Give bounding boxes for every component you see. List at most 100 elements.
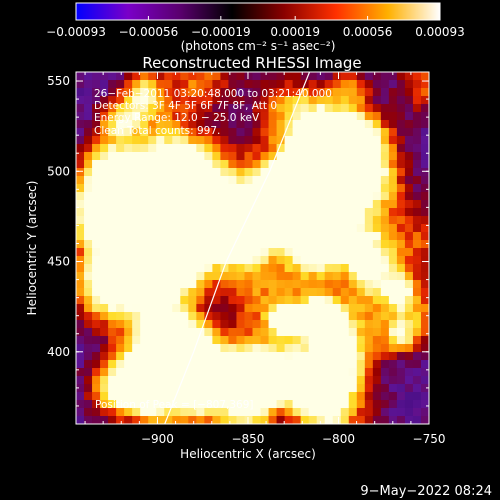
heatmap-cell — [76, 352, 85, 361]
heatmap-cell — [340, 72, 350, 81]
heatmap-cell — [412, 136, 422, 145]
heatmap-cell — [316, 104, 326, 113]
heatmap-cell — [364, 352, 374, 361]
heatmap-cell — [364, 152, 374, 161]
heatmap-cell — [148, 216, 157, 225]
heatmap-cell — [92, 280, 101, 289]
heatmap-cell — [324, 88, 334, 97]
heatmap-cell — [260, 312, 270, 321]
heatmap-cell — [364, 88, 374, 97]
heatmap-cell — [220, 368, 230, 377]
heatmap-cell — [108, 368, 117, 377]
heatmap-cell — [116, 184, 125, 193]
heatmap-cell — [76, 344, 85, 353]
heatmap-cell — [116, 168, 125, 177]
heatmap-cell — [188, 272, 197, 281]
heatmap-cell — [268, 184, 278, 193]
heatmap-cell — [188, 384, 197, 393]
heatmap-cell — [348, 304, 358, 313]
heatmap-cell — [252, 304, 262, 313]
heatmap-cell — [332, 88, 342, 97]
heatmap-cell — [156, 328, 165, 337]
heatmap-cell — [76, 264, 85, 273]
heatmap-cell — [292, 400, 302, 409]
heatmap-cell — [76, 104, 85, 113]
heatmap-cell — [380, 152, 390, 161]
heatmap-cell — [356, 120, 366, 129]
heatmap-cell — [348, 120, 358, 129]
heatmap-cell — [284, 88, 294, 97]
heatmap-cell — [372, 104, 382, 113]
heatmap-cell — [292, 144, 302, 153]
heatmap-cell — [140, 104, 149, 113]
heatmap-cell — [332, 144, 342, 153]
heatmap-cell — [228, 328, 238, 337]
heatmap-cell — [332, 160, 342, 169]
heatmap-cell — [300, 240, 310, 249]
heatmap-cell — [212, 192, 222, 201]
heatmap-cell — [92, 272, 101, 281]
heatmap-cell — [140, 296, 149, 305]
heatmap-cell — [116, 80, 125, 89]
heatmap-cell — [292, 272, 302, 281]
heatmap-cell — [268, 416, 278, 424]
heatmap-cell — [348, 368, 358, 377]
heatmap-cell — [204, 136, 213, 145]
heatmap-cell — [332, 264, 342, 273]
heatmap-cell — [196, 376, 205, 385]
heatmap-cell — [300, 88, 310, 97]
heatmap-cell — [244, 232, 254, 241]
heatmap-cell — [356, 168, 366, 177]
heatmap-cell — [204, 176, 213, 185]
heatmap-cell — [356, 328, 366, 337]
heatmap-cell — [204, 160, 213, 169]
heatmap-cell — [340, 336, 350, 345]
heatmap-cell — [404, 208, 414, 217]
heatmap-cell — [324, 232, 334, 241]
heatmap-cell — [212, 136, 222, 145]
heatmap-cell — [404, 152, 414, 161]
heatmap-cell — [156, 344, 165, 353]
heatmap-cell — [308, 72, 318, 81]
heatmap-cell — [396, 368, 406, 377]
heatmap-cell — [252, 232, 262, 241]
heatmap-cell — [420, 96, 429, 105]
heatmap-cell — [116, 288, 125, 297]
heatmap-cell — [252, 368, 262, 377]
heatmap-cell — [260, 72, 270, 81]
heatmap-cell — [172, 264, 181, 273]
heatmap-cell — [84, 416, 93, 424]
heatmap-cell — [220, 184, 230, 193]
heatmap-cell — [156, 104, 165, 113]
heatmap-cell — [228, 360, 238, 369]
heatmap-cell — [396, 320, 406, 329]
heatmap-cell — [140, 408, 149, 417]
heatmap-cell — [84, 400, 93, 409]
heatmap-cell — [140, 240, 149, 249]
heatmap-cell — [172, 336, 181, 345]
y-tick-label: 500 — [47, 164, 70, 178]
heatmap-cell — [132, 128, 141, 137]
heatmap-cell — [188, 112, 197, 121]
heatmap-cell — [172, 248, 181, 257]
heatmap-cell — [180, 192, 189, 201]
heatmap-cell — [356, 320, 366, 329]
heatmap-cell — [260, 216, 270, 225]
heatmap-cell — [228, 288, 238, 297]
heatmap-cell — [92, 328, 101, 337]
heatmap-cell — [148, 176, 157, 185]
heatmap-cell — [412, 320, 422, 329]
heatmap-cell — [236, 144, 246, 153]
heatmap-cell — [92, 208, 101, 217]
heatmap-cell — [108, 184, 117, 193]
heatmap-cell — [236, 416, 246, 424]
heatmap-cell — [356, 240, 366, 249]
heatmap-cell — [372, 416, 382, 424]
heatmap-cell — [84, 384, 93, 393]
heatmap-cell — [300, 416, 310, 424]
heatmap-cell — [156, 128, 165, 137]
heatmap-cell — [396, 328, 406, 337]
heatmap-cell — [388, 232, 398, 241]
heatmap-cell — [76, 312, 85, 321]
heatmap-cell — [100, 248, 109, 257]
